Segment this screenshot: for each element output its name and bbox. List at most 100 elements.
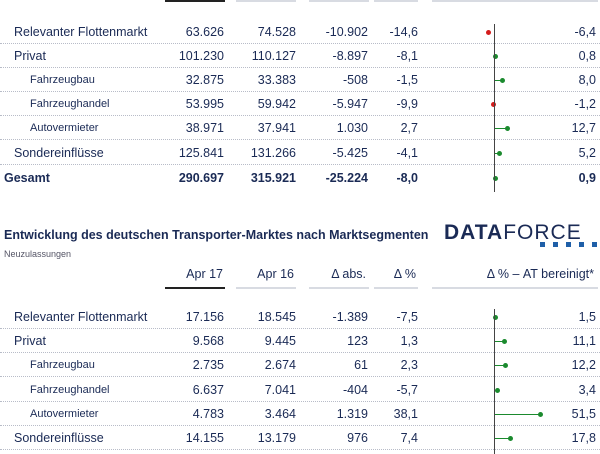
header-apr16: Apr 16 (257, 267, 294, 281)
value-current: 9.568 (192, 334, 224, 348)
value-current: 14.155 (185, 431, 224, 445)
value-current: 17.156 (185, 310, 224, 324)
bar-dot (492, 54, 498, 59)
table-row: Relevanter Flottenmarkt 17.156 18.545 -1.38… (0, 305, 600, 329)
dataforce-logo: DATAFORCE (444, 221, 582, 245)
value-delta-pct: -7,5 (396, 310, 418, 324)
bar-line (494, 153, 500, 154)
bar-dot (490, 102, 496, 107)
bar-axis (494, 24, 495, 192)
value-previous: 3.464 (264, 407, 296, 421)
logo-text-bold: DATA (444, 221, 504, 244)
table-row: Privat 101.230 110.127 -8.897 -8,1 0,8 (0, 44, 600, 68)
value-delta-adjusted: 11,1 (572, 334, 596, 348)
value-delta-abs: -25.224 (325, 171, 368, 185)
value-current: 101.230 (178, 49, 224, 63)
bar-dot (508, 436, 514, 441)
row-label: Fahrzeugbau (30, 359, 95, 371)
table-row: Fahrzeughandel 6.637 7.041 -404 -5,7 3,4 (0, 378, 600, 402)
value-delta-adjusted: 17,8 (571, 431, 596, 445)
value-delta-adjusted: 12,7 (571, 121, 596, 135)
value-previous: 315.921 (250, 171, 296, 185)
row-label: Relevanter Flottenmarkt (14, 310, 148, 324)
header-pct: Δ % (393, 267, 416, 281)
value-previous: 33.383 (257, 73, 296, 87)
table-row: Relevanter Flottenmarkt 63.626 74.528 -10.9… (0, 20, 600, 44)
row-label: Fahrzeugbau (30, 74, 95, 86)
col-header-bar-apr17 (165, 0, 225, 2)
header-apr17: Apr 17 (186, 267, 223, 281)
value-current: 53.995 (185, 97, 224, 111)
value-current: 63.626 (185, 25, 224, 39)
bar-line (494, 80, 502, 81)
table-row: Autovermieter 4.783 3.464 1.319 38,1 51,5 (0, 402, 600, 426)
value-current: 38.971 (185, 121, 224, 135)
bar-dot (504, 126, 510, 131)
table-row: Sondereinflüsse 125.841 131.266 -5.425 -4,1 5… (0, 141, 600, 165)
row-label: Autovermieter (30, 408, 99, 420)
value-delta-abs: 976 (347, 431, 368, 445)
value-delta-pct: -8,0 (396, 171, 418, 185)
value-delta-adjusted: -6,4 (574, 25, 596, 39)
table-row: Autovermieter 38.971 37.941 1.030 2,7 12,7 (0, 116, 600, 140)
bar-dot (485, 30, 491, 35)
value-previous: 9.445 (264, 334, 296, 348)
value-previous: 13.179 (257, 431, 296, 445)
value-delta-abs: 1.319 (336, 407, 368, 421)
section-subtitle: Neuzulassungen (4, 249, 72, 259)
value-delta-adjusted: 0,9 (578, 171, 596, 185)
value-delta-abs: -5.947 (332, 97, 368, 111)
value-delta-adjusted: 0,8 (578, 49, 596, 63)
value-previous: 131.266 (250, 146, 296, 160)
value-delta-abs: 1.030 (336, 121, 368, 135)
value-current: 6.637 (192, 383, 224, 397)
header-line-abs (309, 287, 369, 289)
value-delta-abs: 61 (354, 358, 368, 372)
row-label: Autovermieter (30, 122, 99, 134)
value-delta-abs: -1.389 (332, 310, 368, 324)
value-previous: 74.528 (257, 25, 296, 39)
value-delta-adjusted: 1,5 (578, 310, 596, 324)
header-line-apr16 (236, 287, 296, 289)
header-line-apr17 (165, 287, 225, 289)
logo-text-thin: FORCE (503, 221, 582, 244)
value-previous: 110.127 (251, 49, 296, 63)
value-delta-abs: 123 (347, 334, 368, 348)
bar-axis (494, 309, 495, 454)
bar-dot (497, 151, 503, 156)
value-delta-pct: -1,5 (396, 73, 418, 87)
bar-line (494, 341, 504, 342)
value-previous: 59.942 (257, 97, 296, 111)
value-current: 125.841 (178, 146, 224, 160)
table-row: Fahrzeughandel 53.995 59.942 -5.947 -9,9 -1,2 (0, 92, 600, 116)
value-current: 290.697 (178, 171, 224, 185)
value-delta-pct: -14,6 (389, 25, 419, 39)
row-label: Privat (14, 334, 46, 348)
row-label: Relevanter Flottenmarkt (14, 25, 148, 39)
bar-dot (501, 339, 507, 344)
bar-dot (495, 388, 501, 393)
table-row: Fahrzeugbau 2.735 2.674 61 2,3 12,2 (0, 353, 600, 377)
bar-dot (492, 176, 498, 181)
bar-line (494, 128, 507, 129)
row-label: Sondereinflüsse (14, 431, 104, 445)
value-delta-pct: -9,9 (396, 97, 418, 111)
header-abs: Δ abs. (331, 267, 366, 281)
value-delta-adjusted: 3,4 (578, 383, 596, 397)
col-header-bar-apr16 (236, 0, 296, 2)
value-current: 2.735 (192, 358, 224, 372)
table-row: Fahrzeugbau 32.875 33.383 -508 -1,5 8,0 (0, 68, 600, 92)
value-delta-pct: 2,3 (400, 358, 418, 372)
col-header-bar-adj (432, 0, 598, 2)
table-row: Gesamt 290.697 315.921 -25.224 -8,0 0,9 (0, 166, 600, 190)
value-delta-adjusted: 51,5 (571, 407, 596, 421)
value-delta-abs: -508 (342, 73, 368, 87)
bar-dot (538, 412, 544, 417)
value-delta-pct: 38,1 (393, 407, 418, 421)
value-previous: 2.674 (264, 358, 296, 372)
value-delta-pct: 2,7 (400, 121, 418, 135)
row-label: Fahrzeughandel (30, 384, 110, 396)
bar-dot (502, 363, 508, 368)
row-label: Sondereinflüsse (14, 146, 104, 160)
value-previous: 7.041 (264, 383, 296, 397)
